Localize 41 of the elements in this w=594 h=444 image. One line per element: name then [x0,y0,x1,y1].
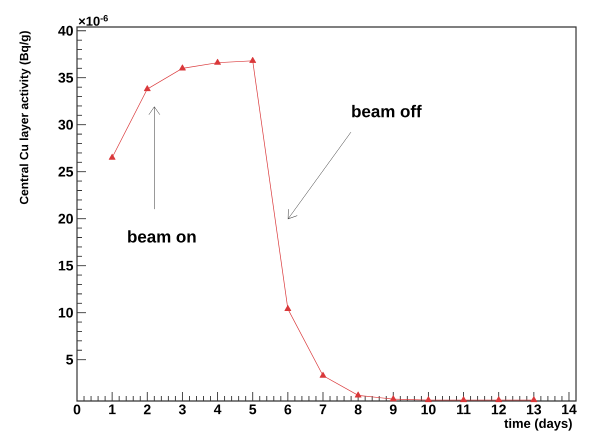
y-tick-label: 5 [66,354,74,365]
point [214,58,221,65]
x-tick-label: 0 [74,404,80,414]
text: ×10$^{-6}$ [78,15,108,26]
x-tick-label: 2 [144,404,151,414]
x-tick-label: 7 [320,404,326,414]
annotation: beam on [128,230,196,243]
x-tick-label: 3 [178,404,186,414]
y-tick-label: 35 [58,72,74,83]
point [249,56,256,63]
x-tick-label: 4 [214,404,222,414]
point [144,85,151,92]
y-tick-label: 20 [58,214,73,224]
x-tick-label: 10 [422,404,436,414]
x-tick-label: 9 [390,404,397,414]
point [320,372,326,378]
point [495,396,502,402]
y-tick-label: 40 [58,26,73,36]
x-tick-label: 14 [562,404,577,414]
y-tick-label: 10 [58,308,73,318]
annotation: beam off [352,104,422,118]
point [179,64,186,70]
y-tick-label: 15 [58,260,74,271]
x-tick-label: 8 [354,404,362,414]
point [284,305,292,312]
y-axis-title: Central Cu layer activity (Bq/g) [20,31,31,204]
x-tick-label: 6 [284,404,292,414]
x-axis-title: time (days) [504,418,572,431]
x-tick-label: 1 [109,404,116,414]
x-tick-label: 13 [526,404,542,414]
x-tick-label: 11 [457,404,471,414]
y-tick-label: 30 [58,120,73,130]
point [425,396,432,402]
point [354,392,362,398]
point [530,396,538,402]
point [108,154,116,160]
point [460,396,467,402]
x-tick-label: 5 [249,404,256,414]
y-tick-label: 25 [58,166,74,177]
point [390,395,397,402]
x-tick-label: 12 [492,404,506,414]
